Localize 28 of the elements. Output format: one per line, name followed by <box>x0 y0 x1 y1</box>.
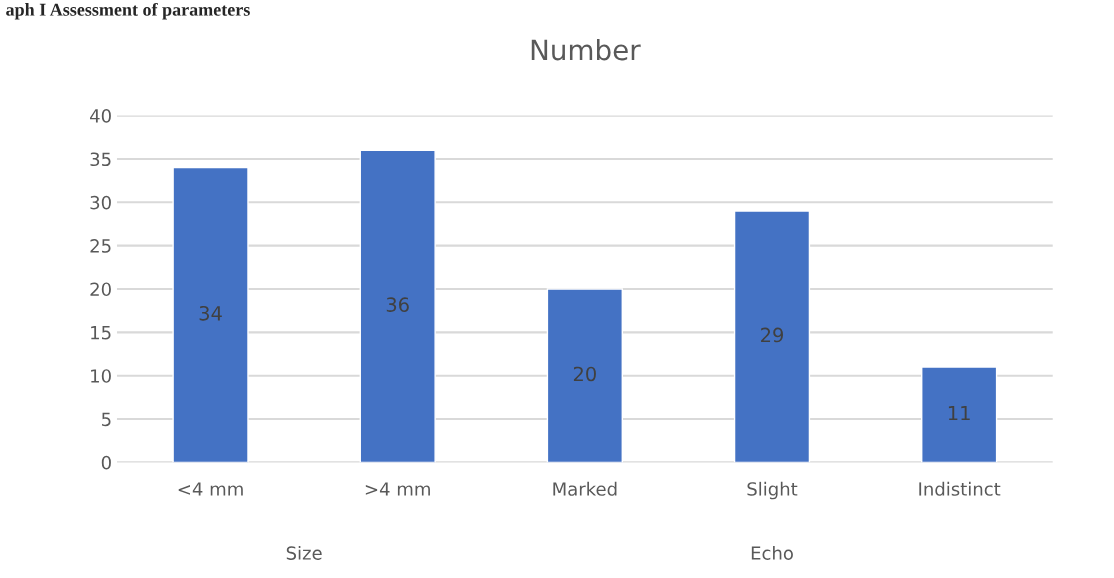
text: Echo <box>751 545 793 560</box>
x-tick-label: >4 mm <box>365 482 430 496</box>
x-tick-label: Marked <box>553 481 617 496</box>
bar <box>921 366 998 463</box>
x-tick-label: <4 mm <box>178 482 243 496</box>
bar <box>733 210 811 463</box>
data-label: 29 <box>761 327 784 343</box>
y-tick-label: 25 <box>90 239 111 253</box>
data-label: 36 <box>386 297 409 312</box>
bar <box>546 288 623 463</box>
text: aph I Assessment of parameters <box>6 2 250 20</box>
data-label: 11 <box>948 405 970 421</box>
x-tick-label: Slight <box>747 481 798 500</box>
text: Size <box>286 545 322 560</box>
bar <box>359 149 436 463</box>
y-tick-label: 35 <box>90 152 111 167</box>
y-tick-label: 5 <box>102 412 111 427</box>
y-tick-label: 0 <box>101 455 111 470</box>
data-label: 20 <box>573 366 596 382</box>
y-tick-label: 20 <box>90 282 111 297</box>
chart-title: Number <box>531 38 641 61</box>
y-tick-label: 40 <box>90 109 111 123</box>
data-label: 34 <box>199 305 222 321</box>
bar <box>172 166 249 463</box>
x-tick-label: Indistinct <box>919 481 1001 496</box>
y-tick-label: 10 <box>91 369 111 383</box>
y-tick-label: 15 <box>91 326 111 340</box>
y-tick-label: 30 <box>90 195 111 210</box>
